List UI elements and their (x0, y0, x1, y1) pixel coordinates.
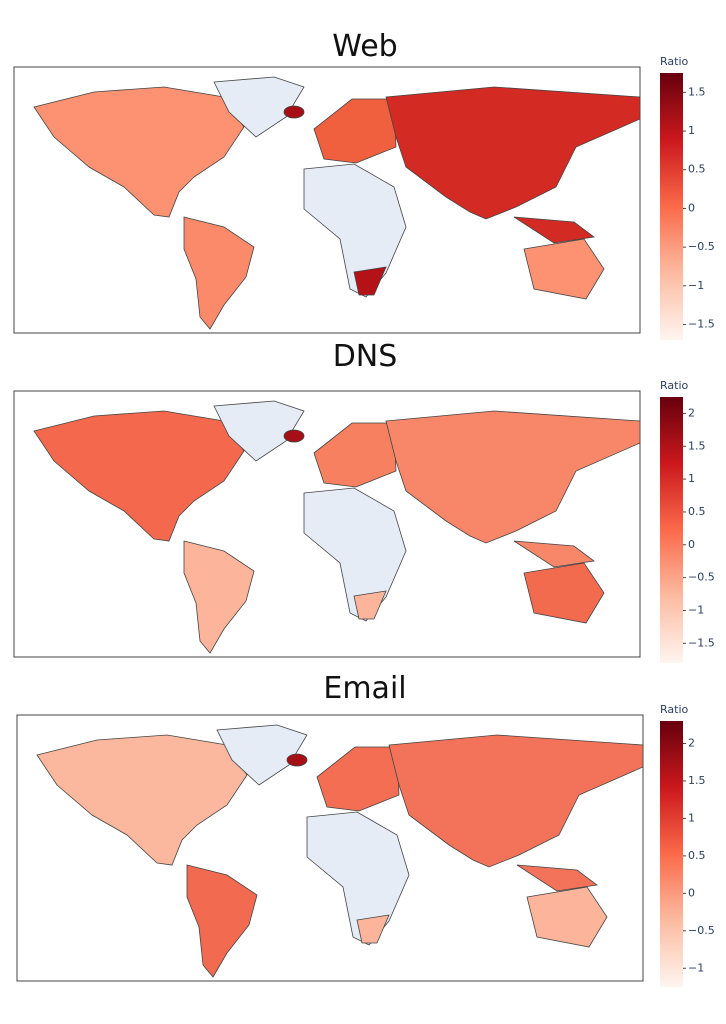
colorbar-tick-label: 2 (688, 736, 695, 749)
map-title: Email (323, 671, 406, 706)
colorbar (660, 73, 683, 340)
colorbar-tick-label: −1 (688, 603, 704, 616)
colorbar-tick-label: −1 (688, 961, 704, 974)
colorbar-tick-label: −1.5 (688, 636, 715, 649)
colorbar-tick-label: −0.5 (688, 571, 715, 584)
colorbar-tick-label: −1 (688, 279, 704, 292)
map-title: Web (332, 29, 397, 64)
colorbar-tick-label: 1.5 (688, 774, 706, 787)
colorbar-tick-label: 1 (688, 811, 695, 824)
colorbar-tick-label: 1.5 (688, 439, 706, 452)
colorbar-tick-label: 1.5 (688, 85, 706, 98)
colorbar-title: Ratio (660, 55, 689, 68)
colorbar-title: Ratio (660, 703, 689, 716)
colorbar-tick-label: 0.5 (688, 849, 706, 862)
colorbar-tick-label: −1.5 (688, 318, 715, 331)
colorbar-tick-label: 0 (688, 201, 695, 214)
colorbar-tick-label: −0.5 (688, 924, 715, 937)
colorbar-tick-label: 0.5 (688, 505, 706, 518)
colorbar (660, 721, 683, 987)
colorbar (660, 397, 683, 663)
colorbar-title: Ratio (660, 379, 689, 392)
colorbar-tick-label: 0.5 (688, 163, 706, 176)
colorbar-tick-label: 1 (688, 124, 695, 137)
colorbar-tick-label: 1 (688, 472, 695, 485)
map-title: DNS (333, 339, 398, 374)
colorbar-tick-label: 2 (688, 406, 695, 419)
colorbar-tick-label: 0 (688, 886, 695, 899)
colorbar-tick-label: −0.5 (688, 240, 715, 253)
colorbar-tick-label: 0 (688, 538, 695, 551)
